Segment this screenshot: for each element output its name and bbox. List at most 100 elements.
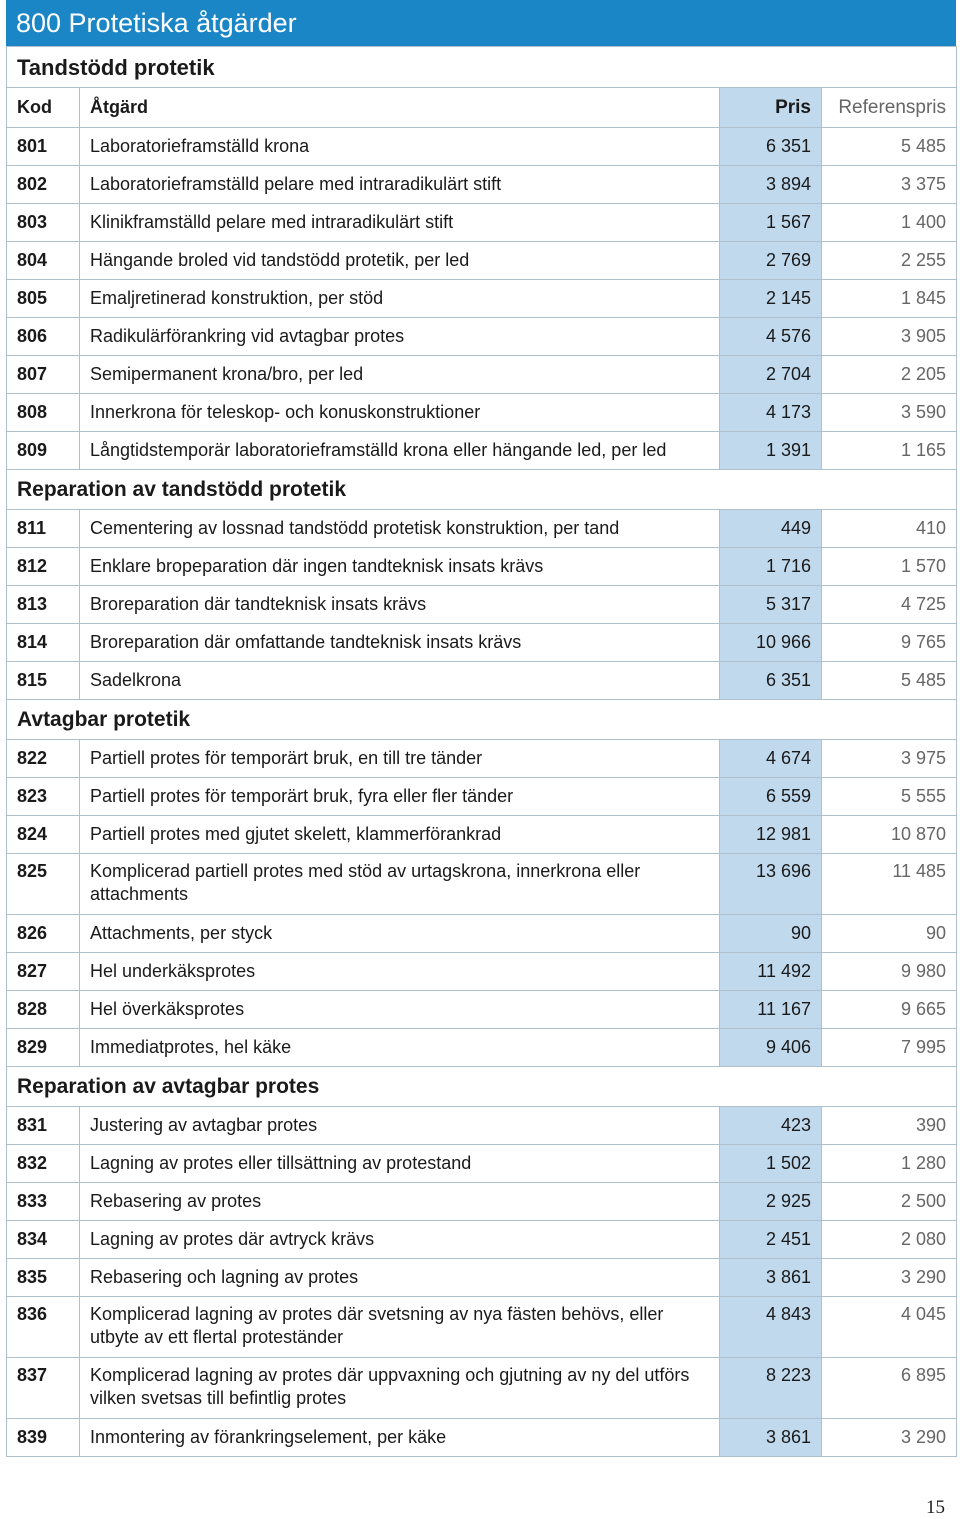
row-kod: 804: [6, 241, 80, 280]
row-kod: 829: [6, 1028, 80, 1067]
row-pris: 6 351: [719, 127, 822, 166]
row-pris: 449: [719, 509, 822, 548]
row-kod: 815: [6, 661, 80, 700]
row-kod: 812: [6, 547, 80, 586]
row-kod: 823: [6, 777, 80, 816]
row-atgard: Emaljretinerad konstruktion, per stöd: [79, 279, 720, 318]
section-heading-row: Tandstödd protetik: [5, 46, 958, 88]
row-kod: 801: [6, 127, 80, 166]
row-referenspris: 1 280: [820, 1144, 958, 1183]
row-kod: 825: [6, 853, 80, 915]
row-referenspris: 5 485: [820, 661, 958, 700]
row-atgard: Partiell protes för temporärt bruk, fyra…: [79, 777, 720, 816]
row-pris: 10 966: [719, 623, 822, 662]
row-atgard: Komplicerad partiell protes med stöd av …: [79, 853, 720, 915]
row-atgard: Broreparation där omfattande tandteknisk…: [79, 623, 720, 662]
section-title: Avtagbar protetik: [5, 699, 958, 740]
row-atgard: Sadelkrona: [79, 661, 720, 700]
row-pris: 90: [719, 914, 822, 953]
row-kod: 831: [6, 1106, 80, 1145]
row-atgard: Semipermanent krona/bro, per led: [79, 355, 720, 394]
row-referenspris: 10 870: [820, 815, 958, 854]
row-referenspris: 5 555: [820, 777, 958, 816]
row-kod: 811: [6, 509, 80, 548]
section-title: Reparation av avtagbar protes: [5, 1066, 958, 1107]
row-kod: 814: [6, 623, 80, 662]
row-referenspris: 9 980: [820, 952, 958, 991]
table-row: 801 Laboratorieframställd krona 6 351 5 485: [6, 127, 958, 166]
table-row: 802 Laboratorieframställd pelare med intr…: [6, 165, 958, 204]
row-kod: 802: [6, 165, 80, 204]
row-kod: 835: [6, 1258, 80, 1297]
section-heading-row: Reparation av avtagbar protes: [5, 1066, 958, 1107]
table-row: 825 Komplicerad partiell protes med stöd …: [6, 853, 958, 915]
row-pris: 1 567: [719, 203, 822, 242]
row-kod: 826: [6, 914, 80, 953]
row-atgard: Klinikframställd pelare med intraradikul…: [79, 203, 720, 242]
row-pris: 1 502: [719, 1144, 822, 1183]
table-row: 826 Attachments, per styck 90 90: [6, 914, 958, 953]
row-atgard: Komplicerad lagning av protes där svetsn…: [79, 1296, 720, 1358]
row-kod: 824: [6, 815, 80, 854]
section-heading-row: Avtagbar protetik: [5, 699, 958, 740]
row-pris: 423: [719, 1106, 822, 1145]
row-pris: 12 981: [719, 815, 822, 854]
row-atgard: Radikulärförankring vid avtagbar protes: [79, 317, 720, 356]
table-row: 832 Lagning av protes eller tillsättning …: [6, 1144, 958, 1183]
row-pris: 5 317: [719, 585, 822, 624]
row-atgard: Immediatprotes, hel käke: [79, 1028, 720, 1067]
row-referenspris: 410: [820, 509, 958, 548]
row-referenspris: 4 725: [820, 585, 958, 624]
table-row: 812 Enklare brореparation där ingen tandt…: [6, 547, 958, 586]
row-kod: 803: [6, 203, 80, 242]
row-atgard: Hel underkäksprotes: [79, 952, 720, 991]
row-atgard: Laboratorieframställd krona: [79, 127, 720, 166]
row-kod: 839: [6, 1418, 80, 1457]
price-table: Tandstödd protetik Kod Åtgärd Pris Referensp…: [5, 46, 958, 1457]
row-pris: 3 861: [719, 1258, 822, 1297]
table-row: 805 Emaljretinerad konstruktion, per stöd…: [6, 279, 958, 318]
row-atgard: Partiell protes med gjutet skelett, klam…: [79, 815, 720, 854]
row-pris: 3 861: [719, 1418, 822, 1457]
table-row: 814 Broreparation där omfattande tandtekn…: [6, 623, 958, 662]
column-header-row: Kod Åtgärd Pris Referenspris: [6, 87, 958, 128]
row-pris: 1 391: [719, 431, 822, 470]
row-pris: 4 173: [719, 393, 822, 432]
row-pris: 4 674: [719, 739, 822, 778]
row-referenspris: 3 375: [820, 165, 958, 204]
row-referenspris: 6 895: [820, 1357, 958, 1419]
table-row: 833 Rebasering av protes 2 925 2 500: [6, 1182, 958, 1221]
row-referenspris: 3 905: [820, 317, 958, 356]
column-header-atgard: Åtgärd: [79, 87, 720, 128]
row-pris: 2 145: [719, 279, 822, 318]
row-pris: 8 223: [719, 1357, 822, 1419]
row-atgard: Cementering av lossnad tandstödd proteti…: [79, 509, 720, 548]
row-referenspris: 5 485: [820, 127, 958, 166]
row-pris: 3 894: [719, 165, 822, 204]
row-atgard: Laboratorieframställd pelare med intrara…: [79, 165, 720, 204]
column-header-referenspris: Referenspris: [820, 87, 958, 128]
row-referenspris: 1 400: [820, 203, 958, 242]
row-referenspris: 11 485: [820, 853, 958, 915]
row-referenspris: 9 665: [820, 990, 958, 1029]
chapter-title: 800 Protetiska åtgärder: [6, 0, 956, 46]
table-row: 803 Klinikframställd pelare med intraradi…: [6, 203, 958, 242]
row-pris: 6 351: [719, 661, 822, 700]
row-kod: 806: [6, 317, 80, 356]
table-row: 836 Komplicerad lagning av protes där sve…: [6, 1296, 958, 1358]
row-atgard: Broreparation där tandteknisk insats krä…: [79, 585, 720, 624]
table-row: 829 Immediatprotes, hel käke 9 406 7 995: [6, 1028, 958, 1067]
row-referenspris: 1 570: [820, 547, 958, 586]
row-pris: 13 696: [719, 853, 822, 915]
section-heading-row: Reparation av tandstödd protetik: [5, 469, 958, 510]
section-title: Reparation av tandstödd protetik: [5, 469, 958, 510]
row-kod: 822: [6, 739, 80, 778]
row-kod: 836: [6, 1296, 80, 1358]
row-pris: 4 576: [719, 317, 822, 356]
row-pris: 9 406: [719, 1028, 822, 1067]
row-atgard: Långtidstemporär laboratorieframställd k…: [79, 431, 720, 470]
row-kod: 808: [6, 393, 80, 432]
row-kod: 827: [6, 952, 80, 991]
row-referenspris: 2 255: [820, 241, 958, 280]
row-atgard: Hel överkäksprotes: [79, 990, 720, 1029]
